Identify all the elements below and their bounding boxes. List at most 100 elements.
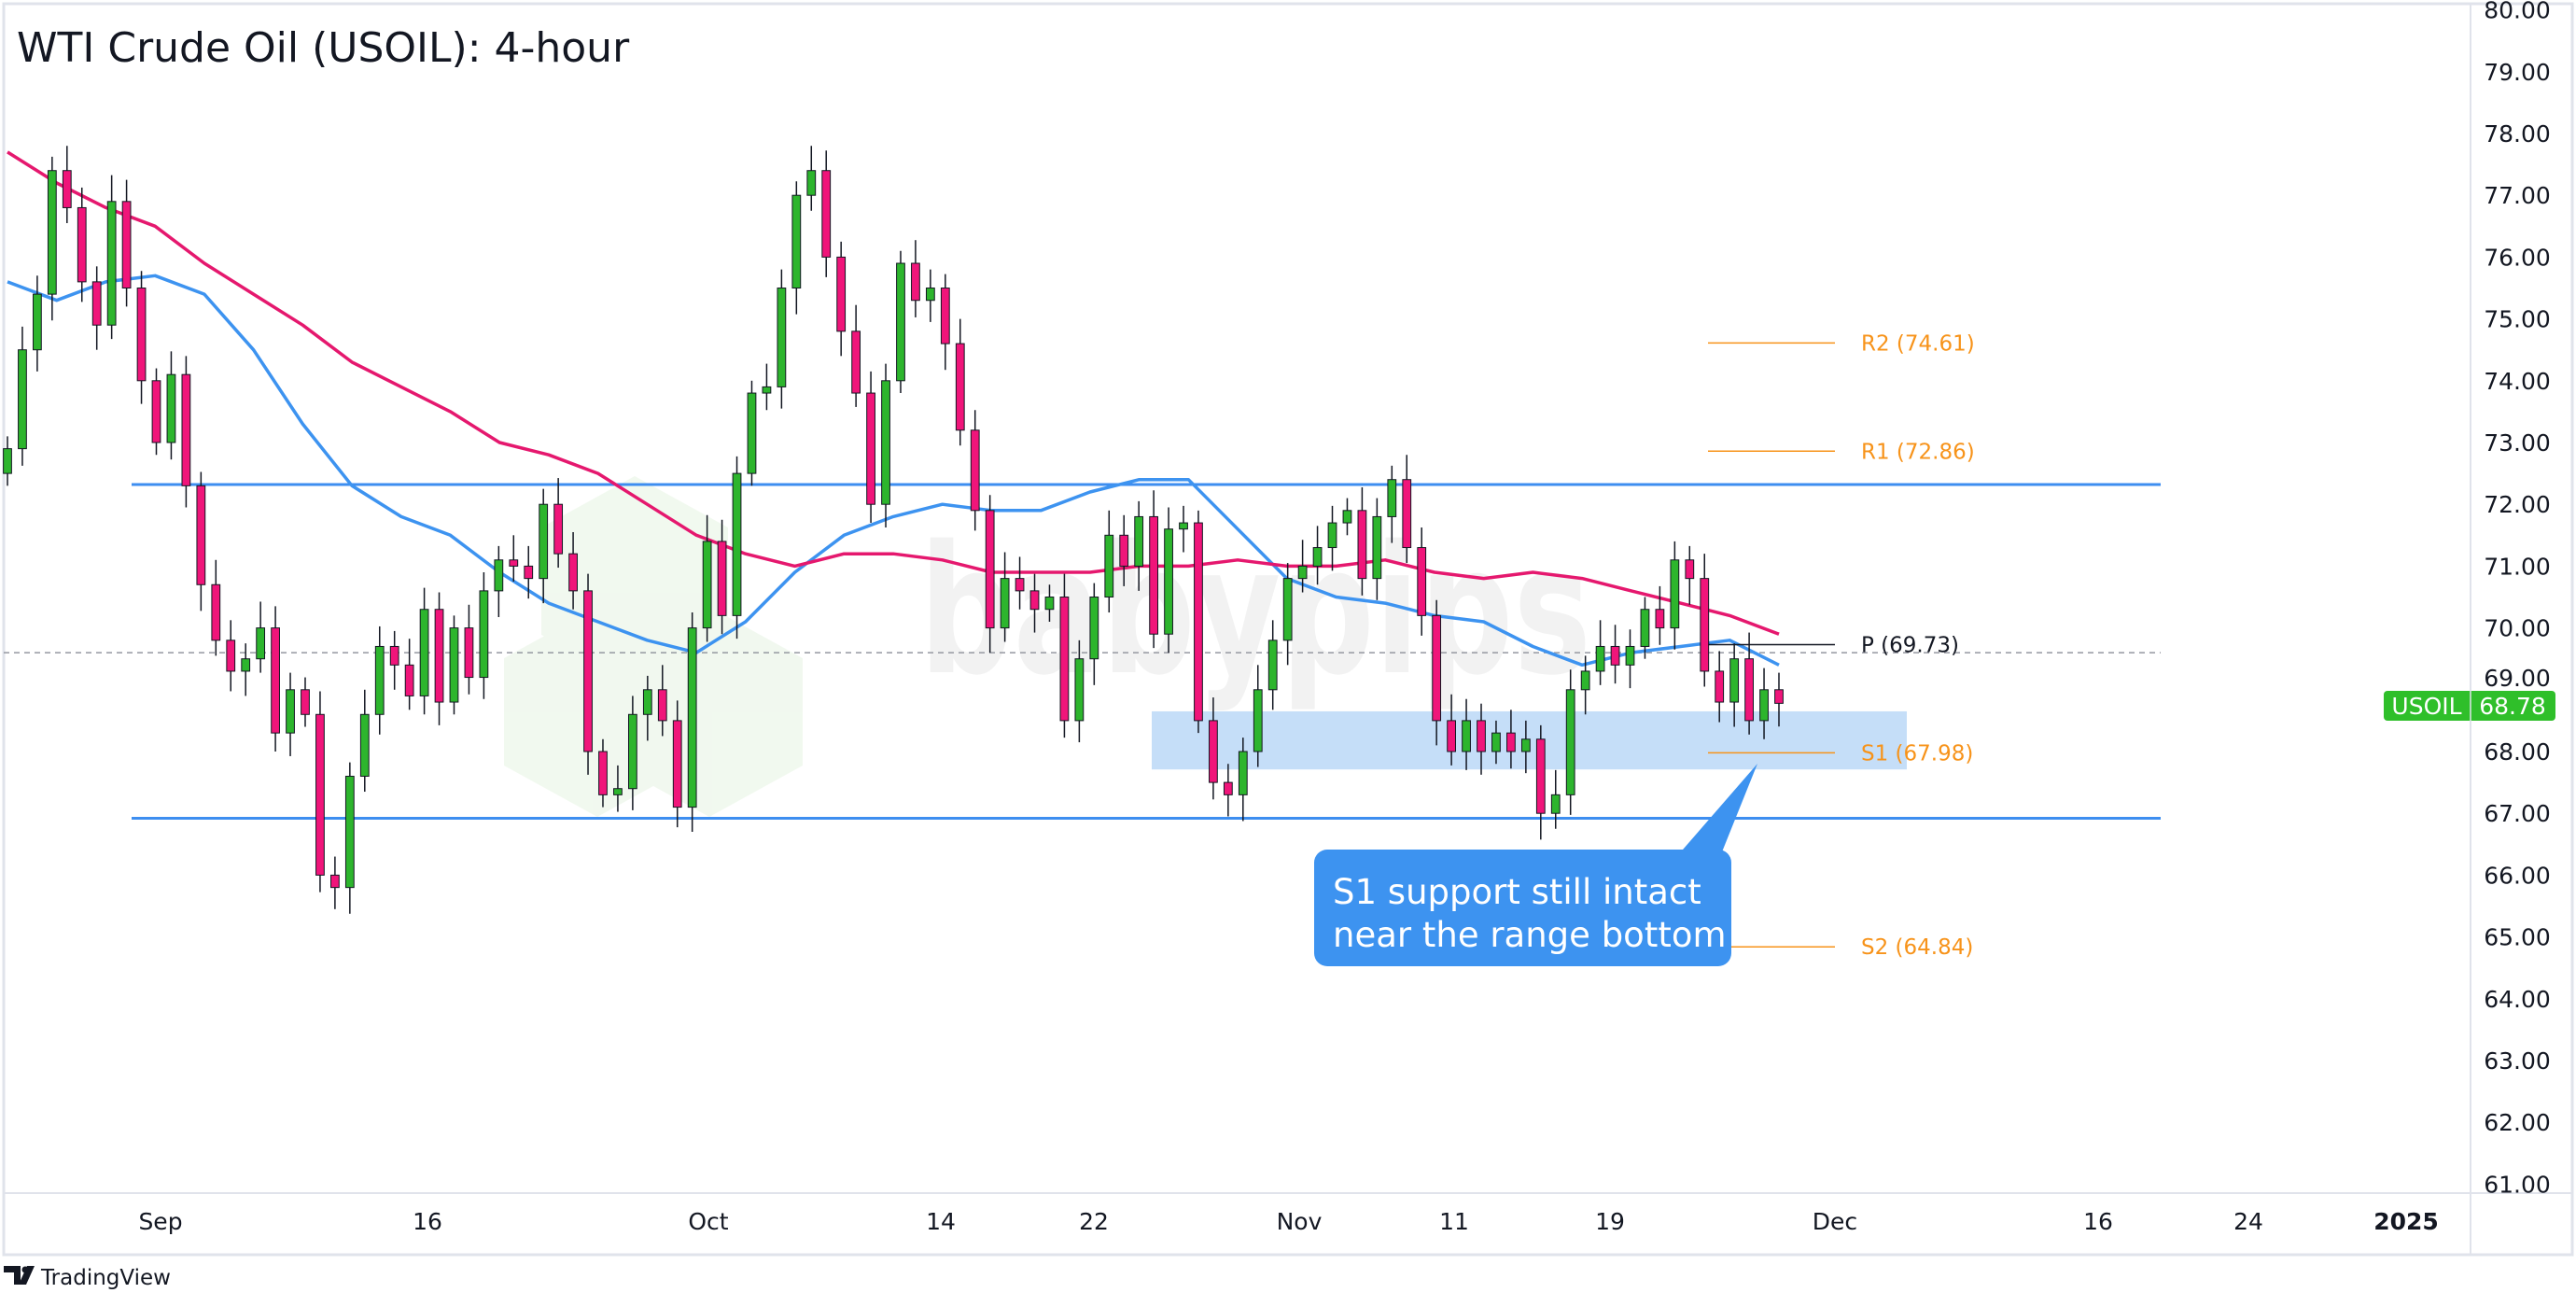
candle [985, 495, 995, 654]
candle [1625, 629, 1635, 689]
candle-body [136, 288, 147, 382]
candle-body [1179, 522, 1188, 530]
candle-body [1610, 645, 1620, 666]
candle [1164, 507, 1173, 654]
candle [970, 410, 980, 531]
candle-body [1462, 720, 1471, 752]
ma-slow-line [7, 150, 1780, 636]
candle-body [1297, 565, 1308, 580]
candle [359, 689, 370, 793]
candle-body [1149, 515, 1159, 635]
candle-body [866, 392, 875, 505]
candle-body [896, 262, 905, 382]
candle-body [672, 720, 682, 808]
candle [940, 274, 950, 371]
time-axis[interactable]: Sep 16 Oct 14 22 Nov 11 19 Dec 16 24 2025 [138, 1208, 2438, 1235]
price-axis[interactable]: 80.00 79.00 78.00 77.00 76.00 75.00 74.00 73.00… [2484, 0, 2551, 1198]
candle-body [881, 380, 890, 505]
candle-body [1015, 578, 1025, 592]
candle-body [106, 201, 117, 326]
candle [1610, 625, 1620, 684]
candle [479, 572, 489, 699]
candle [1059, 573, 1070, 738]
candle-body [1477, 720, 1486, 752]
time-tick-label: Dec [1813, 1208, 1857, 1235]
callout-pointer [1671, 764, 1757, 864]
price-tick-label: 80.00 [2484, 0, 2551, 24]
candle [77, 187, 87, 302]
candle-body [1432, 614, 1442, 722]
candle [389, 630, 399, 690]
candle [301, 677, 310, 727]
candle [539, 488, 549, 604]
candle [106, 175, 117, 340]
candle [1209, 697, 1218, 800]
candle-body [464, 627, 474, 679]
candle-body [1595, 645, 1605, 672]
candle-body [196, 485, 206, 585]
candle [1149, 490, 1159, 649]
candle [583, 573, 593, 775]
callout-line-2: near the range bottom [1333, 915, 1727, 955]
candle-body [1089, 597, 1099, 660]
candle-body [1074, 658, 1085, 722]
candle [762, 363, 772, 411]
time-tick-label: 16 [413, 1208, 442, 1235]
candle [1074, 639, 1085, 743]
candle-body [1253, 689, 1263, 752]
candle-body [286, 689, 295, 734]
candle [1372, 498, 1382, 600]
candle-body [301, 689, 310, 715]
candle-body [1685, 559, 1695, 580]
candle [524, 545, 534, 599]
candle-body [1550, 794, 1561, 814]
pivot-label: S2 (64.84) [1861, 935, 1973, 960]
candle-body [1640, 609, 1650, 647]
candle-body [241, 658, 251, 672]
candle-body [747, 392, 757, 474]
price-tick-label: 61.00 [2484, 1171, 2551, 1198]
candle-body [1535, 738, 1546, 814]
candle [1342, 498, 1352, 536]
candle-body [449, 627, 459, 703]
candle [509, 535, 519, 582]
candle-body [494, 559, 504, 592]
candle [419, 587, 429, 715]
candle-body [524, 565, 534, 580]
candle-body [509, 559, 519, 567]
candle-body [1744, 658, 1754, 722]
watermark-hexagon [616, 607, 803, 817]
time-tick-label: 11 [1439, 1208, 1469, 1235]
candle [241, 643, 251, 696]
price-tick-label: 65.00 [2484, 924, 2551, 951]
candle [33, 275, 42, 372]
candle-body [1342, 510, 1352, 524]
candle [1134, 500, 1144, 591]
candle [1506, 710, 1516, 769]
candle-body [985, 510, 995, 629]
candle [226, 620, 236, 692]
candle [1655, 585, 1665, 645]
candle-body [539, 503, 549, 580]
candle [925, 269, 935, 322]
candle-body [181, 373, 191, 486]
candle [866, 371, 875, 524]
candle [62, 146, 72, 223]
candle [732, 456, 742, 639]
candle [136, 271, 147, 404]
candle [1685, 545, 1695, 605]
time-tick-label: 14 [926, 1208, 956, 1235]
callout-box [1314, 850, 1731, 966]
candle [1000, 552, 1010, 642]
candle [1595, 620, 1605, 685]
candle-body [1580, 670, 1590, 691]
candle [494, 545, 504, 618]
candle-body [1164, 528, 1173, 635]
price-tick-label: 63.00 [2484, 1047, 2551, 1075]
candle [613, 765, 623, 812]
candle [286, 672, 295, 756]
tradingview-logo[interactable]: TradingView [4, 1266, 171, 1290]
candle [777, 269, 787, 409]
candle [1535, 724, 1546, 840]
